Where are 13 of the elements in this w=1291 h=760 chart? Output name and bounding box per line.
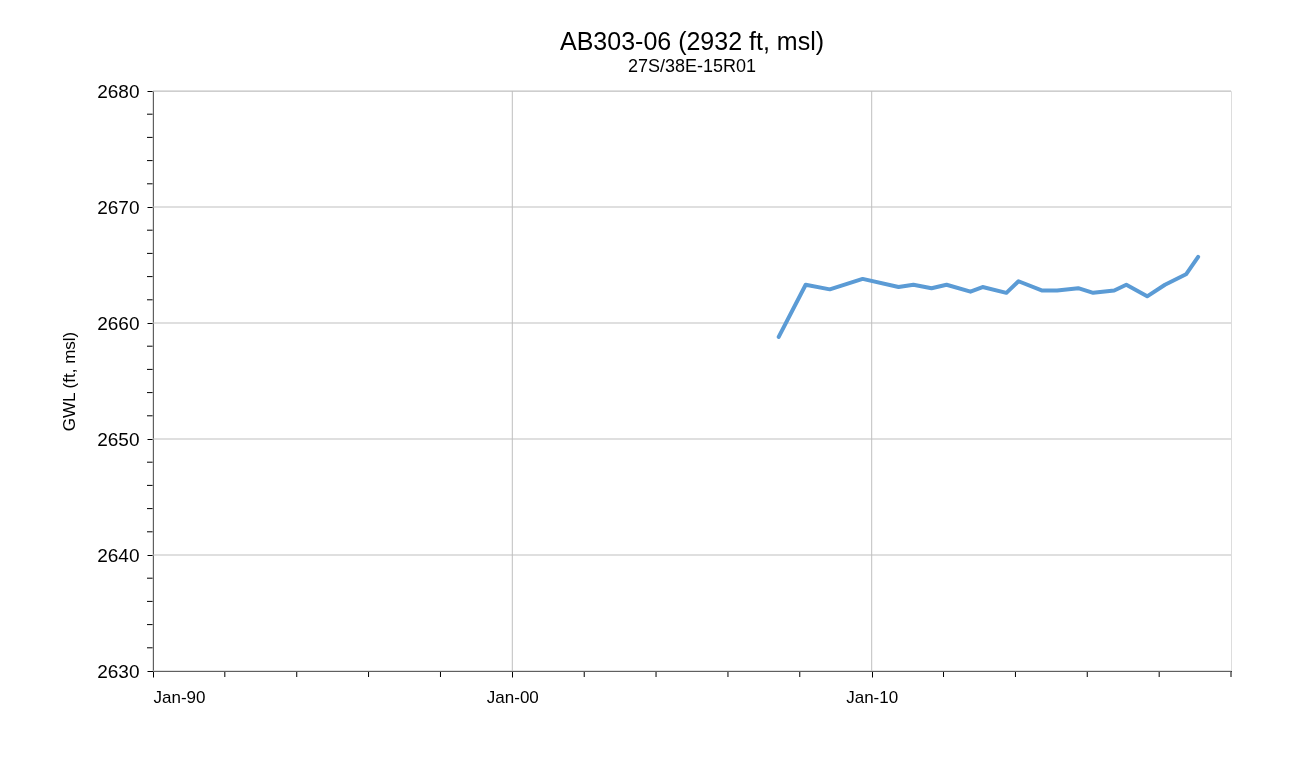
x-tick-label: Jan-00 <box>486 687 539 707</box>
y-tick-label: 2630 <box>97 660 140 682</box>
y-tick-label: 2680 <box>97 80 140 102</box>
x-tick-label: Jan-90 <box>153 687 206 707</box>
y-tick-label: 2640 <box>97 544 140 566</box>
chart-title: AB303-06 (2932 ft, msl) <box>559 27 825 55</box>
line-series <box>776 254 1201 339</box>
chart-subtitle: 27S/38E-15R01 <box>627 56 757 76</box>
y-tick-label: 2650 <box>97 428 140 450</box>
x-tick-label: Jan-10 <box>846 687 899 707</box>
y-tick-label: 2670 <box>97 196 140 218</box>
y-tick-label: 2660 <box>97 312 140 334</box>
y-axis-title: GWL (ft, msl) <box>60 331 80 432</box>
